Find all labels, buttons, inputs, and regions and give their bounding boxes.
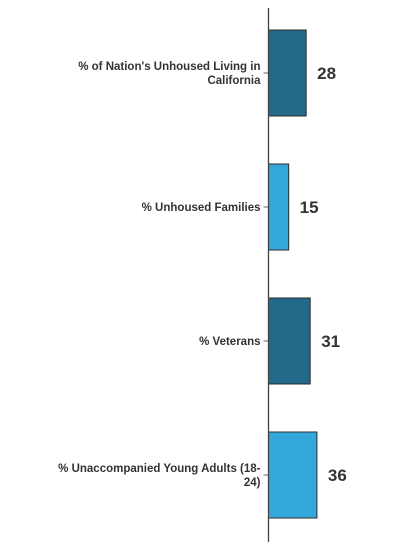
bar-unaccompanied-young-adults-18-24 [268,431,318,519]
value-label-unaccompanied-young-adults-18-24: 36 [328,466,347,485]
bar-unhoused-families [268,163,290,251]
bar-veterans [268,297,311,385]
value-label-unhoused-families: 15 [300,198,319,217]
category-label-veterans: % Veterans [199,336,260,348]
value-label-of-nation-s-unhoused-living-in-california: 28 [317,64,336,83]
value-label-veterans: 31 [321,332,340,351]
category-label-of-nation-s-unhoused-living-in-california: % of Nation's Unhoused Living in Californ… [78,61,261,87]
bar-of-nation-s-unhoused-living-in-california [268,29,307,117]
category-label-unaccompanied-young-adults-18-24: % Unaccompanied Young Adults (18-24) [58,463,261,489]
category-label-unhoused-families: % Unhoused Families [142,202,261,214]
